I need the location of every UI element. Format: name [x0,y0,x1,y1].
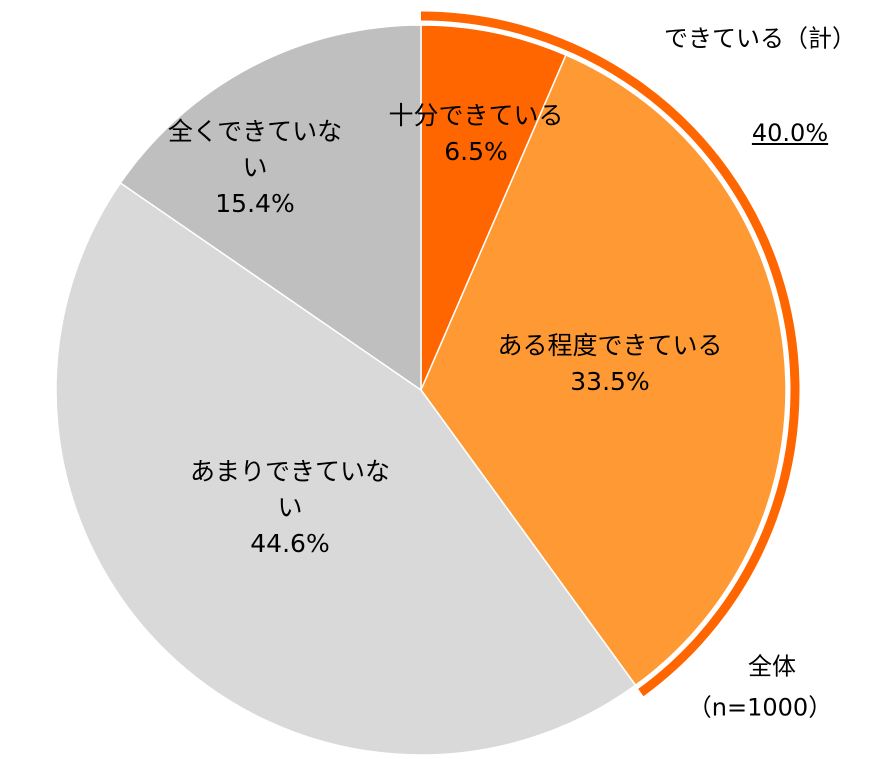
category-name: あまりできていない [190,457,391,522]
slice-label: 全くできていない 15.4% [165,114,345,222]
value-label: 6.5% [444,137,508,166]
slice-label: あまりできていない 44.6% [190,454,390,562]
pie-slice [420,54,787,687]
slice-label: ある程度できている 33.5% [460,328,760,400]
category-name: 十分できている [388,101,564,130]
pie-slice [119,24,422,392]
category-name: ある程度できている [497,331,723,360]
group-value: 40.0% [751,119,829,147]
center-label: 全体 [748,652,796,681]
value-label: 15.4% [215,189,295,218]
group-arc [420,11,800,697]
value-label: 44.6% [250,529,330,558]
sample-size: （n=1000） [687,693,833,722]
pie-slice [420,24,567,391]
slice-label: 十分できている 6.5% [346,98,606,170]
category-name: 全くできていない [167,117,343,182]
value-label: 33.5% [570,367,650,396]
pie-slice [55,181,637,756]
group-label: できている（計） [664,24,856,53]
